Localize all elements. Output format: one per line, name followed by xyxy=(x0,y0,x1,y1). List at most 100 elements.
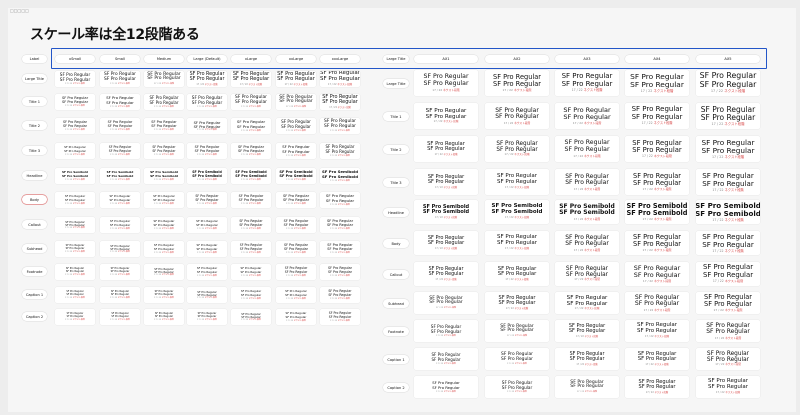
column-header-large-default-[interactable]: Large (Default) xyxy=(187,55,227,63)
column-header-small[interactable]: Small xyxy=(100,55,140,63)
row-label-footnote[interactable]: Footnote xyxy=(22,267,47,276)
cell-meta: 17 / 22 ネクスト段階 xyxy=(286,275,306,277)
row-label-subhead[interactable]: Subhead xyxy=(22,244,47,253)
cell-meta-size: 17 / 22 xyxy=(196,82,205,86)
scale-cell: SF Pro Regular SF Pro Regular 17 / 22 ネクスト… xyxy=(625,320,689,342)
cell-meta-link: ネクスト段階 xyxy=(293,106,307,109)
scale-cell: SF Pro Regular SF Pro Regular 17 / 22 ネクスト… xyxy=(187,264,227,280)
cell-meta-size: 17 / 22 xyxy=(197,129,205,132)
column-header-xxlarge[interactable]: xxLarge xyxy=(276,55,316,63)
right-row-label-callout[interactable]: Callout xyxy=(383,270,409,279)
column-header-medium[interactable]: Medium xyxy=(144,55,184,63)
cell-sample-line: SF Pro Regular xyxy=(282,148,310,154)
row-label-caption-1[interactable]: Caption 1 xyxy=(22,290,47,299)
cell-sample-line: SF Pro Regular xyxy=(147,76,181,82)
cell-sample-line: SF Pro Regular xyxy=(61,95,89,100)
cell-meta: 17 / 22 ネクスト段階 xyxy=(110,297,130,299)
right-row-label-title-1[interactable]: Title 1 xyxy=(383,112,409,121)
cell-meta-size: 17 / 22 xyxy=(284,82,293,86)
cell-meta: 17 / 22 ネクスト段階 xyxy=(65,179,85,181)
column-header-ax4[interactable]: AX4 xyxy=(625,55,689,63)
column-header-ax3[interactable]: AX3 xyxy=(555,55,619,63)
cell-meta-link: ネクスト段階 xyxy=(514,120,531,125)
cell-meta-link: ネクスト段階 xyxy=(725,391,741,395)
cell-sample-line: SF Pro Regular xyxy=(152,148,176,153)
cell-meta-link: ネクスト段階 xyxy=(337,297,350,300)
row-label-title-1[interactable]: Title 1 xyxy=(22,97,47,106)
cell-sample-line: SF Pro Regular xyxy=(495,113,539,121)
cell-meta-size: 17 / 22 xyxy=(241,106,249,109)
right-row-label-body[interactable]: Body xyxy=(383,239,409,248)
row-label-headline[interactable]: Headline xyxy=(22,171,47,180)
right-row-label-headline[interactable]: Headline xyxy=(383,208,409,217)
scale-cell: SF Pro Regular SF Pro Regular 17 / 22 ネクスト… xyxy=(187,192,227,208)
right-row-label-title-2[interactable]: Title 2 xyxy=(383,145,409,154)
cell-meta-size: 17 / 22 xyxy=(573,216,584,221)
cell-meta: 17 / 22 ネクスト段階 xyxy=(645,363,668,366)
column-header-xxxlarge[interactable]: xxxLarge xyxy=(320,55,360,63)
cell-sample-line: SF Pro Regular xyxy=(277,76,315,83)
cell-sample-line: SF Pro Regular xyxy=(708,384,748,391)
cell-sample-line: SF Pro Regular xyxy=(232,71,270,77)
cell-sample-line: SF Pro Regular xyxy=(64,197,86,202)
right-row-label-caption-1[interactable]: Caption 1 xyxy=(383,355,409,364)
column-header-ax1[interactable]: AX1 xyxy=(414,55,478,63)
cell-sample-line: SF Pro Regular xyxy=(429,295,463,301)
scale-cell: SF Pro Regular SF Pro Regular 17 / 22 ネクスト… xyxy=(320,192,360,208)
cell-meta: 17 / 22 ネクスト段階 xyxy=(154,154,174,156)
cell-meta-link: ネクスト段階 xyxy=(583,88,603,93)
right-row-label-large-title[interactable]: Large Title xyxy=(383,79,409,88)
cell-meta-link: ネクスト段階 xyxy=(443,120,459,124)
cell-meta-size: 17 / 22 xyxy=(65,227,73,230)
scale-cell: SF Pro Regular SF Pro Regular 17 / 22 ネクスト… xyxy=(555,320,619,342)
right-row-label-caption-2[interactable]: Caption 2 xyxy=(383,383,409,392)
cell-meta-size: 17 / 22 xyxy=(330,275,338,278)
cell-sample-line: SF Pro Regular xyxy=(570,384,604,390)
cell-sample-line: SF Pro Regular xyxy=(637,350,677,357)
scale-cell: SF Pro Regular SF Pro Regular 17 / 22 ネクスト… xyxy=(414,320,478,342)
cell-sample-line: SF Pro Regular xyxy=(285,289,307,294)
cell-sample-line: SF Pro Regular xyxy=(110,243,130,248)
cell-sample-line: SF Pro Regular xyxy=(241,311,261,316)
cell-meta-link: ネクスト段階 xyxy=(443,185,458,189)
cell-meta: 17 / 22 ネクスト段階 xyxy=(196,82,217,86)
column-header-ax2[interactable]: AX2 xyxy=(485,55,549,63)
cell-sample-line: SF Pro Regular xyxy=(702,171,754,181)
right-row-label-subhead[interactable]: Subhead xyxy=(383,299,409,308)
cell-meta-link: ネクスト段階 xyxy=(293,179,306,182)
row-label-title-2[interactable]: Title 2 xyxy=(22,121,47,130)
scale-cell: SF Pro Regular SF Pro Regular 17 / 22 ネクスト… xyxy=(55,241,95,257)
scale-cell: SF Pro Regular SF Pro Regular 17 / 22 ネクスト… xyxy=(320,264,360,280)
cell-sample-line: SF Pro Regular xyxy=(498,300,536,307)
row-label-callout[interactable]: Callout xyxy=(22,220,47,229)
column-header-ax5[interactable]: AX5 xyxy=(696,55,760,63)
scale-cell: SF Pro Regular SF Pro Regular 17 / 22 ネクスト… xyxy=(144,264,184,280)
cell-meta: 17 / 22 ネクスト段階 xyxy=(435,153,458,156)
cell-sample-line: SF Pro Regular xyxy=(701,145,755,155)
cell-sample-line: SF Pro Regular xyxy=(328,265,352,270)
right-row-label-title-3[interactable]: Title 3 xyxy=(383,178,409,187)
row-label-body[interactable]: Body xyxy=(22,195,47,204)
cell-meta-size: 17 / 22 xyxy=(712,187,724,192)
scale-cell: SF Pro Regular SF Pro Regular 17 / 22 ネクスト… xyxy=(485,103,549,129)
scale-cell: SF Pro Semibold SF Pro Semibold 17 / 22 ネク… xyxy=(414,200,478,224)
cell-meta: 17 / 22 ネクスト段階 xyxy=(715,364,741,367)
scale-cell: SF Pro Regular SF Pro Regular 17 / 22 ネクスト… xyxy=(231,118,271,134)
cell-meta-size: 17 / 22 xyxy=(330,130,338,133)
scale-cell: SF Pro Regular SF Pro Regular 17 / 22 ネクスト… xyxy=(320,217,360,233)
cell-meta-size: 17 / 22 xyxy=(197,227,205,230)
scale-cell: SF Pro Regular SF Pro Regular 17 / 22 ネクスト… xyxy=(485,262,549,286)
cell-meta-link: ネクスト段階 xyxy=(204,178,217,181)
column-header-xsmall[interactable]: xSmall xyxy=(55,55,95,63)
cell-sample-line: SF Pro Regular xyxy=(65,269,85,273)
cell-meta: 17 / 22 ネクスト段階 xyxy=(197,129,217,131)
scale-cell: SF Pro Regular SF Pro Regular 17 / 22 ネクスト… xyxy=(231,309,271,325)
row-label-caption-2[interactable]: Caption 2 xyxy=(22,312,47,321)
right-row-label-footnote[interactable]: Footnote xyxy=(383,327,409,336)
cell-meta-link: ネクスト段階 xyxy=(248,82,263,86)
row-label-large-title[interactable]: Large Title xyxy=(22,74,47,83)
column-header-xlarge[interactable]: xLarge xyxy=(231,55,271,63)
cell-sample-line: SF Pro Regular xyxy=(501,379,533,385)
cell-sample-line: SF Pro Regular xyxy=(284,269,308,274)
row-label-title-3[interactable]: Title 3 xyxy=(22,146,47,155)
